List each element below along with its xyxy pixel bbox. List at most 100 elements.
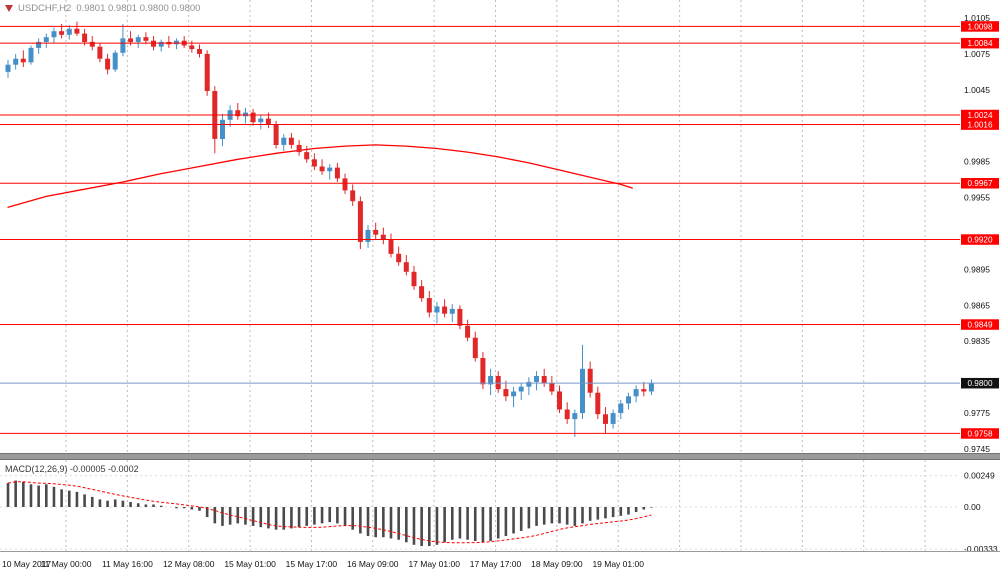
macd-axis-labels[interactable]: 0.00249 0.00 -0.00333 [964,471,998,554]
svg-text:11 May 16:00: 11 May 16:00 [102,559,153,569]
price-level-label [961,119,999,130]
candle [388,239,394,254]
candle [204,53,210,91]
candle [564,409,570,420]
candle [112,52,118,70]
price-level-label [961,109,999,121]
svg-text:-0.00333: -0.00333 [964,544,998,554]
macd-indicator-label: MACD(12,26,9) -0.00005 -0.0002 [5,464,139,474]
svg-text:0.9758: 0.9758 [967,429,992,438]
macd-signal-line [7,481,652,544]
svg-text:0.9955: 0.9955 [964,193,990,203]
candle [503,389,509,397]
candle [105,58,111,70]
symbol-label: USDCHF,H2 [18,3,72,14]
candle [572,413,578,420]
svg-text:1.0084: 1.0084 [967,39,992,48]
candle [74,28,80,34]
price-level-label [961,428,999,439]
price-level-label [961,178,999,189]
svg-text:15 May 01:00: 15 May 01:00 [224,559,276,569]
candle [66,28,72,35]
candle [603,414,608,424]
panel-separator[interactable] [0,453,1000,552]
candle [197,49,202,54]
candle [120,38,126,53]
price-axis-labels[interactable]: 1.0105 1.0075 1.0045 0.9985 0.9955 0.9895 0.98… [964,13,990,454]
candle [610,413,616,424]
svg-text:0.9835: 0.9835 [964,336,990,346]
candle [587,368,593,393]
candle [151,40,156,47]
current-price-label [961,377,999,389]
candle [281,137,287,145]
candle [488,376,494,385]
candle [396,253,402,263]
candle [97,46,103,59]
candle [526,381,532,387]
candle [82,33,88,42]
price-level-label [961,319,999,330]
candle [5,64,11,72]
candle [449,308,455,314]
candle [51,31,57,38]
svg-text:0.9800: 0.9800 [967,379,992,388]
candle [220,119,225,139]
candle [648,383,654,392]
candle [365,229,371,242]
macd-histogram [6,480,653,547]
svg-text:0.9985: 0.9985 [964,157,990,167]
svg-text:1.0045: 1.0045 [964,85,990,95]
candle [128,38,134,42]
candle [419,286,425,299]
candle [626,396,631,404]
candle [480,358,486,385]
candle [311,159,317,167]
svg-text:0.00249: 0.00249 [964,471,995,481]
candle [580,368,585,414]
grid-lines [0,0,960,551]
candle [304,152,310,160]
candle [457,308,463,326]
candle [59,31,65,35]
candle [403,262,409,272]
candle [442,306,448,314]
svg-text:1.0075: 1.0075 [964,49,990,59]
bid-price-line: 0.9800 [0,377,999,389]
candle [189,45,195,50]
candle [258,118,264,123]
svg-text:0.9967: 0.9967 [967,179,992,188]
candle [380,234,386,240]
candle [143,37,149,41]
svg-text:0.9865: 0.9865 [964,300,990,310]
candle [174,40,179,45]
candle [273,124,279,145]
candle [327,167,333,172]
candle [250,112,256,123]
price-level-label [961,234,999,245]
candle [426,298,432,313]
candle [618,403,624,414]
svg-text:10 May 2017: 10 May 2017 [2,559,51,569]
svg-text:16 May 09:00: 16 May 09:00 [347,559,399,569]
candle [633,389,639,397]
candle [342,178,348,191]
candle [465,325,471,338]
candle [334,167,340,179]
candles-series [5,21,654,438]
svg-text:17 May 01:00: 17 May 01:00 [408,559,460,569]
sma-line [7,144,633,208]
candle [557,391,562,410]
candle [43,37,49,42]
platform-logo-icon [5,5,13,12]
candle [373,229,379,235]
ohlc-values: 0.9801 0.9801 0.9800 0.9800 [76,3,201,14]
candle [265,118,271,125]
candle [135,37,141,42]
svg-text:18 May 09:00: 18 May 09:00 [531,559,583,569]
svg-text:0.9775: 0.9775 [964,408,990,418]
